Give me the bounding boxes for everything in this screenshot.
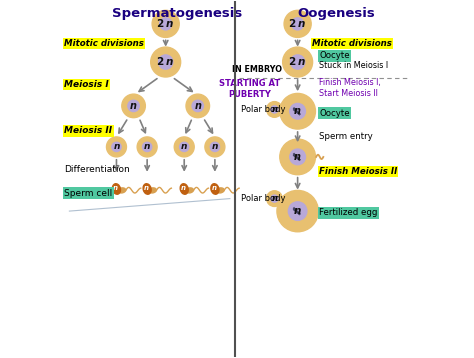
Text: Fertilized egg: Fertilized egg xyxy=(319,208,377,217)
Ellipse shape xyxy=(266,191,283,207)
Ellipse shape xyxy=(112,184,120,194)
Text: n: n xyxy=(294,106,301,116)
Text: Meiosis II: Meiosis II xyxy=(64,126,112,135)
Text: n: n xyxy=(144,142,150,151)
Text: Mitotic divisions: Mitotic divisions xyxy=(312,39,392,48)
Text: 2: 2 xyxy=(156,57,164,67)
Text: n: n xyxy=(130,101,137,111)
Text: 2: 2 xyxy=(288,57,295,67)
Text: IN EMBRYO: IN EMBRYO xyxy=(232,66,282,74)
Ellipse shape xyxy=(122,94,146,118)
Ellipse shape xyxy=(277,190,319,232)
Ellipse shape xyxy=(180,142,189,151)
Text: Sperm cell: Sperm cell xyxy=(64,189,112,198)
Text: Spermatogenesis: Spermatogenesis xyxy=(112,7,242,20)
Text: Differentiation: Differentiation xyxy=(64,165,130,174)
Ellipse shape xyxy=(280,139,316,175)
Text: 2: 2 xyxy=(288,19,295,29)
Text: n: n xyxy=(294,206,301,216)
Ellipse shape xyxy=(107,137,127,157)
Ellipse shape xyxy=(151,47,181,77)
Text: Oogenesis: Oogenesis xyxy=(298,7,375,20)
Ellipse shape xyxy=(158,55,173,69)
Ellipse shape xyxy=(271,106,278,113)
Text: n: n xyxy=(212,142,218,151)
Ellipse shape xyxy=(174,137,194,157)
Ellipse shape xyxy=(210,142,219,151)
Text: Finish Meiosis II: Finish Meiosis II xyxy=(319,167,397,176)
Text: n: n xyxy=(294,152,301,162)
Text: Mitotic divisions: Mitotic divisions xyxy=(64,39,144,48)
Ellipse shape xyxy=(118,188,126,193)
Text: n: n xyxy=(194,101,201,111)
Text: Meiosis I: Meiosis I xyxy=(64,80,109,89)
Text: n: n xyxy=(298,57,305,67)
Text: Oocyte: Oocyte xyxy=(319,108,350,117)
Ellipse shape xyxy=(143,142,152,151)
Text: n: n xyxy=(272,105,277,114)
Ellipse shape xyxy=(291,55,305,69)
Ellipse shape xyxy=(186,94,210,118)
Text: n: n xyxy=(181,142,187,151)
Text: n: n xyxy=(298,19,305,29)
Ellipse shape xyxy=(292,18,304,30)
Text: Sperm entry: Sperm entry xyxy=(319,132,373,141)
Ellipse shape xyxy=(205,137,225,157)
Text: n: n xyxy=(181,185,186,191)
Ellipse shape xyxy=(112,142,121,151)
Ellipse shape xyxy=(290,149,305,165)
Ellipse shape xyxy=(152,10,179,38)
Text: n: n xyxy=(166,19,173,29)
Ellipse shape xyxy=(283,47,312,77)
Text: n: n xyxy=(212,185,217,191)
Ellipse shape xyxy=(211,184,219,194)
Ellipse shape xyxy=(288,202,307,221)
Text: Stuck in Meiosis I: Stuck in Meiosis I xyxy=(319,61,388,70)
Text: n: n xyxy=(113,142,119,151)
Ellipse shape xyxy=(280,93,316,129)
Ellipse shape xyxy=(180,184,188,194)
Ellipse shape xyxy=(160,18,172,30)
Text: n: n xyxy=(144,185,149,191)
Ellipse shape xyxy=(137,137,157,157)
Text: n: n xyxy=(272,194,277,203)
Text: Finish Meiosis I,
Start Meiosis II: Finish Meiosis I, Start Meiosis II xyxy=(319,78,381,98)
Text: Oocyte: Oocyte xyxy=(319,52,350,61)
Ellipse shape xyxy=(290,103,305,119)
Text: Polar body: Polar body xyxy=(241,194,286,203)
Text: n: n xyxy=(113,185,118,191)
Ellipse shape xyxy=(284,10,311,38)
Text: n: n xyxy=(166,57,173,67)
Ellipse shape xyxy=(266,102,283,117)
Ellipse shape xyxy=(271,195,278,202)
Ellipse shape xyxy=(128,100,139,112)
Text: STARTING AT
PUBERTY: STARTING AT PUBERTY xyxy=(219,79,280,99)
Ellipse shape xyxy=(216,188,224,193)
Text: 2: 2 xyxy=(156,19,164,29)
Text: Polar body: Polar body xyxy=(241,105,286,114)
Ellipse shape xyxy=(192,100,203,112)
Ellipse shape xyxy=(143,184,151,194)
Ellipse shape xyxy=(186,188,193,193)
Ellipse shape xyxy=(148,188,156,193)
